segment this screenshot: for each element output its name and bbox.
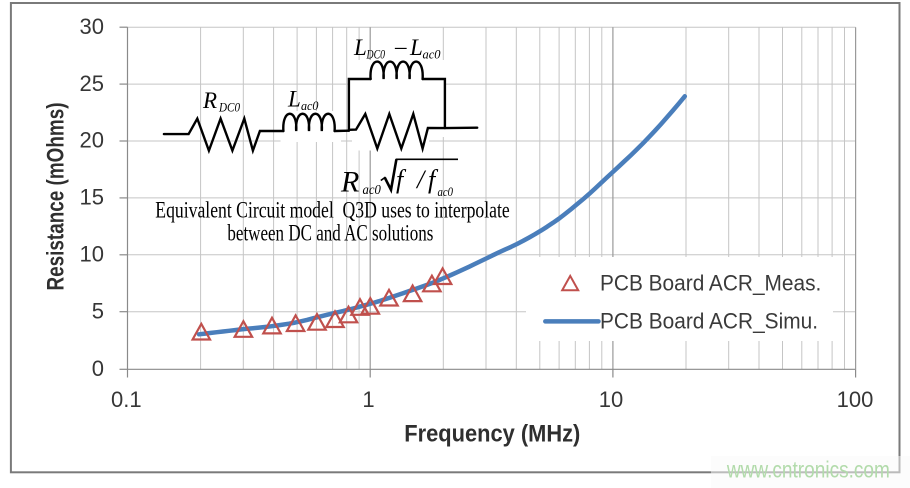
svg-text:DC0: DC0 (218, 100, 240, 115)
svg-text:R: R (340, 166, 359, 199)
svg-text:L: L (409, 35, 423, 60)
svg-text:ac0: ac0 (301, 98, 319, 113)
svg-text:Equivalent Circuit model Q3D: Equivalent Circuit model Q3D uses to int… (155, 198, 509, 223)
svg-text:Resistance (mOhms): Resistance (mOhms) (43, 103, 70, 291)
svg-text:10: 10 (599, 387, 623, 412)
svg-text:Frequency (MHz): Frequency (MHz) (404, 421, 580, 448)
svg-text:ac0: ac0 (423, 46, 441, 61)
svg-text:0: 0 (92, 356, 104, 381)
svg-text:–: – (394, 34, 407, 59)
svg-text:1: 1 (362, 387, 374, 412)
svg-text:ac0: ac0 (438, 184, 454, 199)
svg-text:DC0: DC0 (366, 46, 386, 61)
svg-text:15: 15 (80, 185, 104, 210)
svg-text:100: 100 (837, 387, 874, 412)
svg-text:/: / (415, 165, 427, 194)
svg-text:30: 30 (80, 14, 104, 39)
svg-text:www.cntronics.com: www.cntronics.com (726, 457, 890, 483)
svg-text:f: f (396, 165, 407, 194)
svg-text:PCB Board ACR_Meas.: PCB Board ACR_Meas. (600, 271, 821, 296)
svg-text:R: R (202, 88, 217, 113)
svg-text:20: 20 (80, 128, 104, 153)
svg-text:L: L (353, 35, 367, 60)
svg-text:ac0: ac0 (363, 183, 381, 198)
svg-text:5: 5 (92, 298, 104, 323)
svg-text:f: f (428, 165, 439, 194)
svg-text:L: L (287, 87, 301, 112)
svg-text:10: 10 (80, 242, 104, 267)
svg-text:25: 25 (80, 71, 104, 96)
svg-text:between DC and AC solutions: between DC and AC solutions (227, 220, 433, 245)
svg-text:0.1: 0.1 (111, 387, 142, 412)
svg-text:PCB Board ACR_Simu.: PCB Board ACR_Simu. (600, 308, 818, 333)
